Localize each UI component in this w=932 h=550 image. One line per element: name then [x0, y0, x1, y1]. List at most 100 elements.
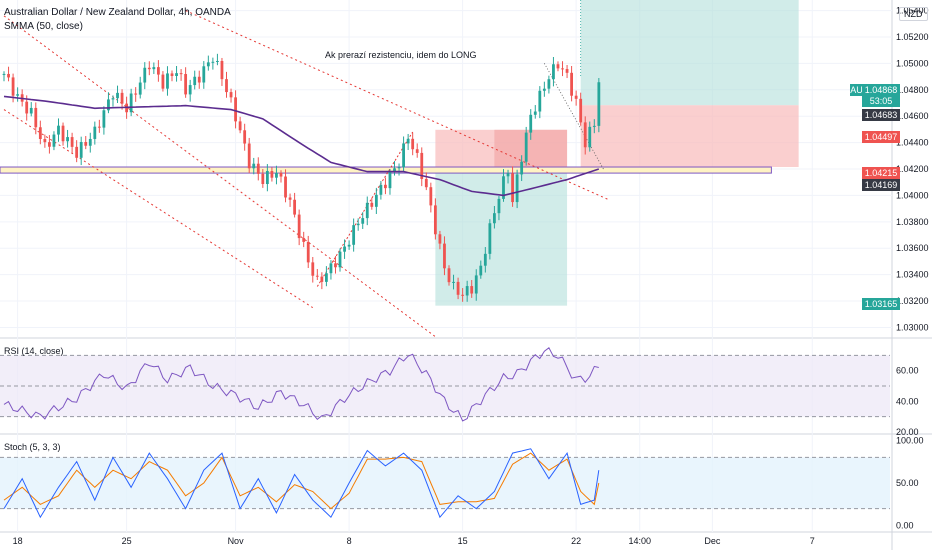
rsi-tick-label: 40.00	[896, 396, 919, 406]
candle-body	[297, 214, 301, 239]
candle-body	[374, 194, 378, 207]
candle-body	[102, 110, 106, 128]
candle-body	[247, 143, 251, 169]
candle-body	[179, 73, 183, 75]
candle-body	[79, 142, 83, 158]
candle-body	[234, 97, 237, 122]
currency-badge[interactable]: NZD	[899, 7, 928, 21]
candle-body	[470, 286, 474, 294]
stoch-band-fill	[0, 457, 890, 509]
candle-body	[238, 121, 242, 131]
y-tick-label: 1.05200	[896, 32, 929, 42]
price-axes[interactable]: 18 25 Nov 8 15 22 14:00 Dec 7 1.05400 1.05200 1.050…	[13, 6, 929, 546]
candle-body	[511, 173, 514, 203]
countdown-tag: 53:05	[862, 95, 900, 107]
candle-body	[320, 276, 324, 282]
candle-body	[520, 161, 524, 175]
candle-body	[352, 225, 356, 245]
candle-body	[329, 263, 333, 274]
candle-body	[561, 68, 564, 70]
candle-body	[502, 176, 505, 199]
candle-body	[275, 172, 278, 178]
candle-body	[184, 74, 188, 95]
stop-level-tag: 1.03165	[862, 298, 900, 310]
candle-body	[547, 79, 551, 89]
x-tick-label: 15	[458, 536, 468, 546]
candle-body	[515, 174, 519, 203]
candle-body	[583, 122, 587, 148]
y-tick-label: 1.03000	[896, 322, 929, 332]
candle-body	[111, 98, 115, 100]
candle-body	[93, 126, 97, 139]
stoch-tick-label: 50.00	[896, 478, 919, 488]
channel-line	[3, 109, 314, 309]
candle-body	[597, 82, 601, 126]
support-zone	[0, 166, 772, 174]
candle-body	[11, 77, 15, 96]
y-tick-label: 1.04600	[896, 111, 929, 121]
candle-body	[424, 178, 428, 188]
candle-body	[552, 64, 555, 80]
candle-body	[216, 60, 219, 62]
candle-body	[347, 244, 351, 247]
smma-line	[3, 95, 600, 197]
rsi-line	[3, 347, 599, 422]
y-tick-label: 1.03600	[896, 243, 929, 253]
candlestick-series	[2, 53, 601, 302]
y-tick-label: 1.04400	[896, 138, 929, 148]
candle-body	[438, 234, 442, 244]
candle-body	[147, 67, 151, 70]
entry-level-tag: 1.04497	[862, 131, 900, 143]
y-tick-label: 1.05400	[896, 6, 929, 16]
candle-body	[88, 138, 92, 146]
candle-body	[225, 79, 228, 93]
stoch-tick-label: 100.00	[896, 435, 924, 445]
candle-body	[406, 138, 410, 144]
candle-body	[311, 262, 315, 276]
candle-body	[261, 173, 265, 185]
candle-body	[479, 265, 483, 276]
candle-body	[456, 281, 460, 295]
rising-trendline	[316, 131, 414, 287]
candle-body	[361, 218, 365, 224]
candle-body	[120, 92, 124, 104]
x-tick-label: 7	[810, 536, 815, 546]
candle-body	[129, 93, 133, 113]
candle-body	[565, 69, 569, 73]
candle-body	[265, 171, 269, 185]
candle-body	[302, 238, 306, 242]
x-tick-label: 25	[122, 536, 132, 546]
candle-body	[43, 139, 47, 143]
candle-body	[388, 171, 392, 189]
candle-body	[220, 60, 224, 80]
candle-body	[252, 163, 256, 169]
candle-body	[61, 125, 65, 142]
candle-body	[29, 107, 33, 114]
rsi-tick-label: 20.00	[896, 427, 919, 437]
candle-body	[370, 202, 374, 207]
candle-body	[306, 241, 310, 263]
candle-body	[116, 92, 119, 99]
stoch-tick-label: 0.00	[896, 521, 914, 531]
y-tick-label: 1.03800	[896, 217, 929, 227]
y-tick-label: 1.03200	[896, 296, 929, 306]
candle-body	[570, 72, 574, 96]
candle-body	[506, 173, 510, 177]
candle-body	[461, 294, 465, 296]
rsi-tick-label: 60.00	[896, 366, 919, 376]
candle-body	[256, 163, 260, 174]
projection-line	[544, 63, 604, 170]
candle-body	[156, 67, 160, 75]
last-price-tag: 1.04868	[862, 84, 900, 96]
candle-body	[243, 130, 247, 144]
candle-body	[556, 64, 560, 69]
candle-body	[211, 61, 215, 63]
stoch-legend: Stoch (5, 3, 3)	[4, 442, 61, 452]
candle-body	[483, 253, 487, 266]
candle-body	[338, 251, 342, 268]
candle-body	[175, 73, 178, 77]
candle-body	[433, 205, 437, 235]
candle-body	[25, 101, 29, 114]
candle-body	[393, 168, 396, 172]
